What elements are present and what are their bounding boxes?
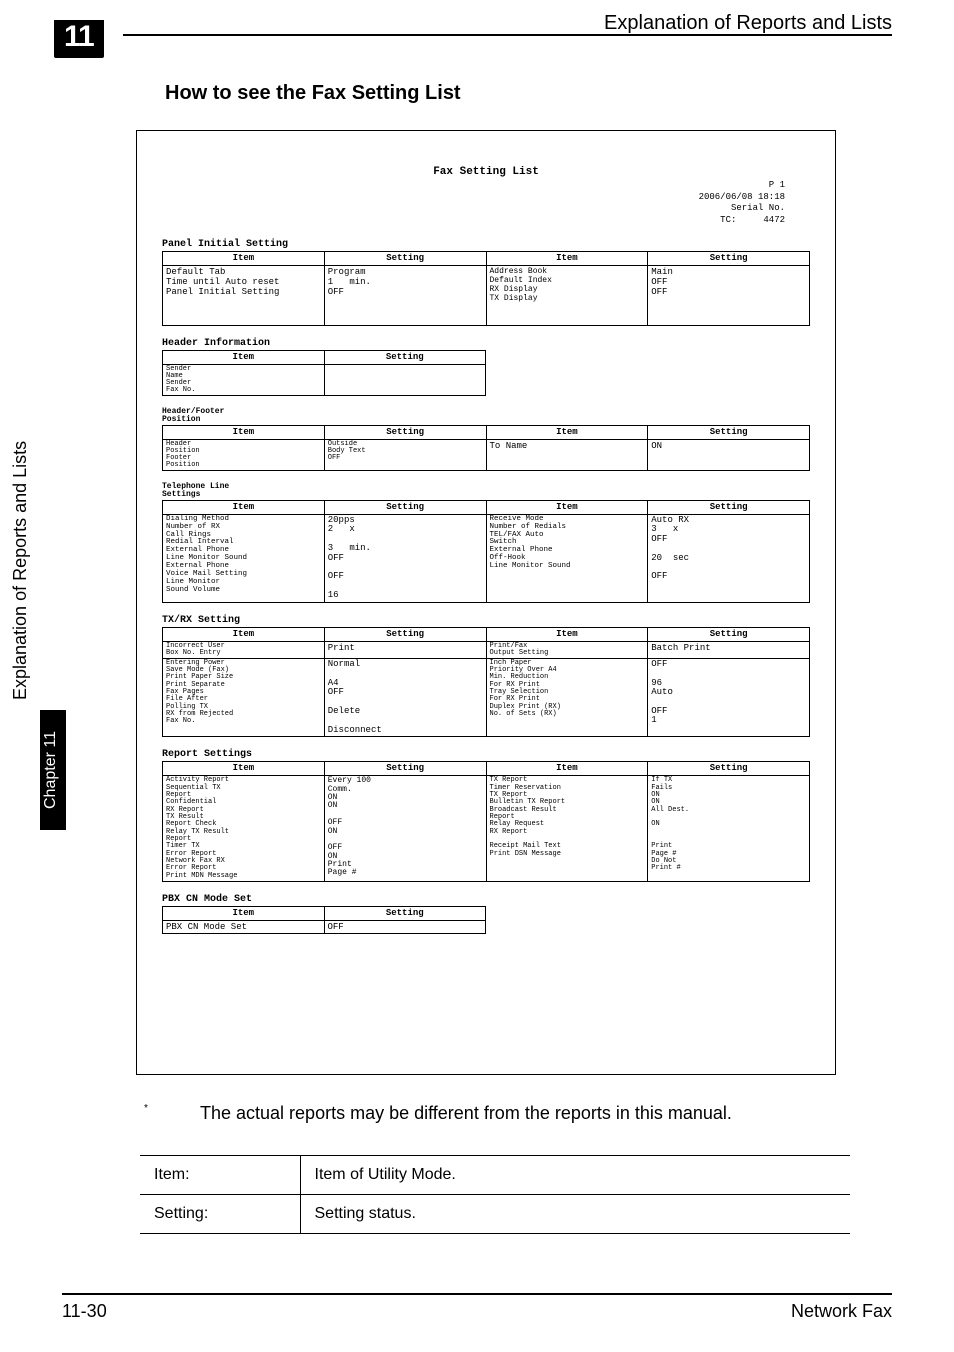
th: Item xyxy=(486,251,648,265)
pbx-title: PBX CN Mode Set xyxy=(162,894,810,905)
th: Setting xyxy=(648,627,810,641)
td: Program 1 min. OFF xyxy=(324,265,486,325)
td: OFF xyxy=(324,921,486,934)
chapter-tab: 11 xyxy=(54,20,104,58)
sidebar-text: Explanation of Reports and Lists xyxy=(10,441,31,700)
th: Setting xyxy=(324,627,486,641)
section-title: How to see the Fax Setting List xyxy=(165,82,461,105)
td: ON xyxy=(648,439,810,470)
header-title: Explanation of Reports and Lists xyxy=(604,12,892,35)
td: Auto RX 3 x OFF 20 sec OFF xyxy=(648,514,810,602)
th: Setting xyxy=(324,500,486,514)
th: Item xyxy=(163,762,325,776)
footer-right: Network Fax xyxy=(791,1301,892,1322)
panel-initial-table: Item Setting Item Setting Default Tab Ti… xyxy=(162,251,810,326)
datetime: 2006/06/08 18:18 xyxy=(699,192,785,202)
td: Activity Report Sequential TX Report Con… xyxy=(163,776,325,882)
th: Setting xyxy=(648,251,810,265)
info-value: Setting status. xyxy=(300,1195,850,1234)
pbx-table: Item Setting PBX CN Mode Set OFF xyxy=(162,906,486,934)
reportset-table: Item Setting Item Setting Activity Repor… xyxy=(162,761,810,882)
td xyxy=(324,364,486,395)
td: Receive Mode Number of Redials TEL/FAX A… xyxy=(486,514,648,602)
txrx-title: TX/RX Setting xyxy=(162,615,810,626)
td: If TX Fails ON ON All Dest. ON Print Pag… xyxy=(648,776,810,882)
th: Setting xyxy=(648,425,810,439)
th: Item xyxy=(163,425,325,439)
td: Sender Name Sender Fax No. xyxy=(163,364,325,395)
th: Item xyxy=(486,762,648,776)
th: Setting xyxy=(324,251,486,265)
info-value: Item of Utility Mode. xyxy=(300,1156,850,1195)
th: Setting xyxy=(324,350,486,364)
footnote-marker: * xyxy=(144,1103,148,1114)
th: Item xyxy=(163,907,325,921)
reportset-title: Report Settings xyxy=(162,749,810,760)
td: TX Report Timer Reservation TX Report Bu… xyxy=(486,776,648,882)
td: Entering Power Save Mode (Fax) Print Pap… xyxy=(163,658,325,737)
th: Item xyxy=(486,500,648,514)
info-table: Item: Item of Utility Mode. Setting: Set… xyxy=(140,1155,850,1234)
th: Item xyxy=(486,627,648,641)
td: Header Position Footer Position xyxy=(163,439,325,470)
report-title: Fax Setting List xyxy=(162,166,810,178)
txrx-table: Item Setting Item Setting Incorrect User… xyxy=(162,627,810,738)
th: Setting xyxy=(324,425,486,439)
td: Print/Fax Output Setting xyxy=(486,641,648,658)
td: Inch Paper Priority Over A4 Min. Reducti… xyxy=(486,658,648,737)
th: Setting xyxy=(648,500,810,514)
td: Address Book Default Index RX Display TX… xyxy=(486,265,648,325)
header-footer-table: Item Setting Item Setting Header Positio… xyxy=(162,425,810,471)
header-info-table: Item Setting Sender Name Sender Fax No. xyxy=(162,350,486,396)
info-label: Item: xyxy=(140,1156,300,1195)
panel-initial-title: Panel Initial Setting xyxy=(162,239,810,250)
th: Item xyxy=(486,425,648,439)
td: Default Tab Time until Auto reset Panel … xyxy=(163,265,325,325)
td: 20pps 2 x 3 min. OFF OFF 16 xyxy=(324,514,486,602)
page-footer: 11-30 Network Fax xyxy=(62,1293,892,1322)
telephone-table: Item Setting Item Setting Dialing Method… xyxy=(162,500,810,603)
info-label: Setting: xyxy=(140,1195,300,1234)
th: Item xyxy=(163,500,325,514)
fax-setting-list-report: Fax Setting List P 1 2006/06/08 18:18 Se… xyxy=(136,130,836,1075)
td: Print xyxy=(324,641,486,658)
header-info-title: Header Information xyxy=(162,338,810,349)
sidebar-chapter-tab: Chapter 11 xyxy=(40,710,66,830)
page-number: 11-30 xyxy=(62,1301,107,1322)
td: OFF 96 Auto OFF 1 xyxy=(648,658,810,737)
report-meta: P 1 2006/06/08 18:18 Serial No. TC: 4472 xyxy=(162,180,810,227)
th: Setting xyxy=(324,907,486,921)
tc-label: TC: xyxy=(720,215,736,225)
th: Setting xyxy=(324,762,486,776)
th: Setting xyxy=(648,762,810,776)
td: PBX CN Mode Set xyxy=(163,921,325,934)
footnote-text: The actual reports may be different from… xyxy=(200,1103,892,1124)
td: Outside Body Text OFF xyxy=(324,439,486,470)
header-footer-title: Header/Footer Position xyxy=(162,408,810,424)
th: Item xyxy=(163,350,325,364)
td: To Name xyxy=(486,439,648,470)
td: Main OFF OFF xyxy=(648,265,810,325)
td: Incorrect User Box No. Entry xyxy=(163,641,325,658)
page-label: P 1 xyxy=(769,180,785,190)
td: Batch Print xyxy=(648,641,810,658)
serial-label: Serial No. xyxy=(731,203,785,213)
th: Item xyxy=(163,627,325,641)
td: Normal A4 OFF Delete Disconnect xyxy=(324,658,486,737)
tc-value: 4472 xyxy=(763,215,785,225)
telephone-title: Telephone Line Settings xyxy=(162,483,810,499)
th: Item xyxy=(163,251,325,265)
td: Every 100 Comm. ON ON OFF ON OFF ON Prin… xyxy=(324,776,486,882)
td: Dialing Method Number of RX Call Rings R… xyxy=(163,514,325,602)
